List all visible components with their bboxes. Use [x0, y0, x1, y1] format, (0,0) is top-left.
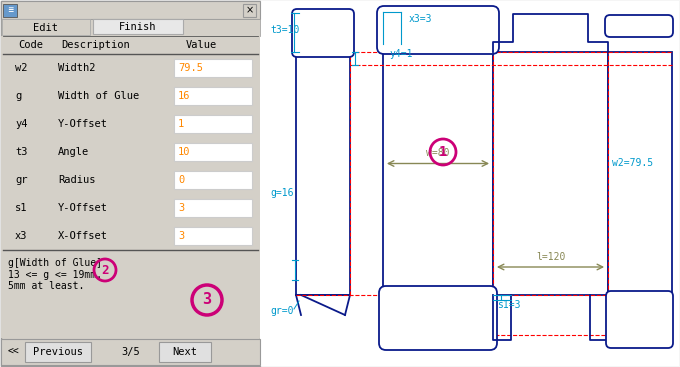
Text: Width2: Width2: [58, 63, 95, 73]
Text: Finish: Finish: [119, 22, 157, 32]
Text: y4=1: y4=1: [389, 49, 413, 59]
Bar: [174, 199, 252, 217]
Bar: [1, 1, 260, 19]
Text: ×: ×: [245, 5, 254, 15]
Bar: [174, 143, 252, 161]
Text: Y-Offset: Y-Offset: [58, 203, 108, 213]
Text: x3: x3: [15, 231, 27, 241]
Text: Value: Value: [186, 40, 217, 50]
Text: g=16: g=16: [270, 189, 294, 199]
Text: <<: <<: [8, 347, 20, 357]
Text: 10: 10: [178, 147, 190, 157]
Text: X-Offset: X-Offset: [58, 231, 108, 241]
Bar: [159, 342, 211, 362]
Text: x3=3: x3=3: [409, 14, 432, 24]
Bar: [1, 250, 260, 338]
Bar: [2, 19, 90, 35]
Text: Next: Next: [173, 347, 197, 357]
Text: w2: w2: [15, 63, 27, 73]
Bar: [1, 166, 260, 194]
Text: t3=10: t3=10: [270, 25, 299, 35]
Text: 2: 2: [101, 264, 109, 276]
Text: 1: 1: [178, 119, 184, 129]
Bar: [1, 222, 260, 250]
Text: 3: 3: [178, 231, 184, 241]
Text: t3: t3: [15, 147, 27, 157]
Bar: [174, 59, 252, 77]
Text: gr=0: gr=0: [270, 306, 294, 316]
Text: g: g: [15, 91, 21, 101]
Bar: [3, 4, 17, 17]
Text: Code: Code: [18, 40, 43, 50]
Bar: [243, 4, 256, 17]
Text: Edit: Edit: [33, 23, 58, 33]
Text: 3: 3: [178, 203, 184, 213]
Bar: [93, 19, 183, 34]
Text: w=80: w=80: [426, 149, 449, 159]
FancyBboxPatch shape: [292, 9, 354, 57]
FancyBboxPatch shape: [606, 291, 673, 348]
Bar: [493, 52, 608, 295]
Bar: [1, 339, 260, 365]
Bar: [260, 1, 679, 366]
Text: l=120: l=120: [536, 252, 565, 262]
Text: Description: Description: [61, 40, 130, 50]
Text: Radius: Radius: [58, 175, 95, 185]
Bar: [174, 115, 252, 133]
Bar: [608, 52, 672, 295]
FancyBboxPatch shape: [379, 286, 497, 350]
Text: Previous: Previous: [33, 347, 83, 357]
Bar: [1, 36, 260, 54]
Bar: [1, 82, 260, 110]
Text: y4: y4: [15, 119, 27, 129]
Bar: [174, 87, 252, 105]
Bar: [1, 110, 260, 138]
Text: 0: 0: [178, 175, 184, 185]
Text: s1=3: s1=3: [497, 300, 520, 310]
Text: 3/5: 3/5: [122, 347, 140, 357]
Text: 3: 3: [203, 292, 211, 308]
Bar: [1, 194, 260, 222]
FancyBboxPatch shape: [377, 6, 499, 54]
Text: ≡: ≡: [7, 6, 13, 15]
Bar: [296, 52, 350, 295]
Bar: [1, 54, 260, 82]
Bar: [25, 342, 91, 362]
FancyBboxPatch shape: [605, 15, 673, 37]
Text: Width of Glue: Width of Glue: [58, 91, 139, 101]
Text: s1: s1: [15, 203, 27, 213]
Bar: [1, 138, 260, 166]
Bar: [383, 52, 493, 295]
Text: gr: gr: [15, 175, 27, 185]
Bar: [174, 227, 252, 245]
Text: 79.5: 79.5: [178, 63, 203, 73]
Bar: [1, 19, 260, 36]
Text: Y-Offset: Y-Offset: [58, 119, 108, 129]
Text: Angle: Angle: [58, 147, 89, 157]
Text: 1: 1: [439, 145, 447, 159]
Bar: [1, 1, 260, 366]
Text: w2=79.5: w2=79.5: [612, 159, 653, 168]
Text: 16: 16: [178, 91, 190, 101]
Text: g[Width of Glue]
13 <= g <= 19mm.
5mm at least.: g[Width of Glue] 13 <= g <= 19mm. 5mm at…: [8, 258, 102, 291]
Bar: [174, 171, 252, 189]
